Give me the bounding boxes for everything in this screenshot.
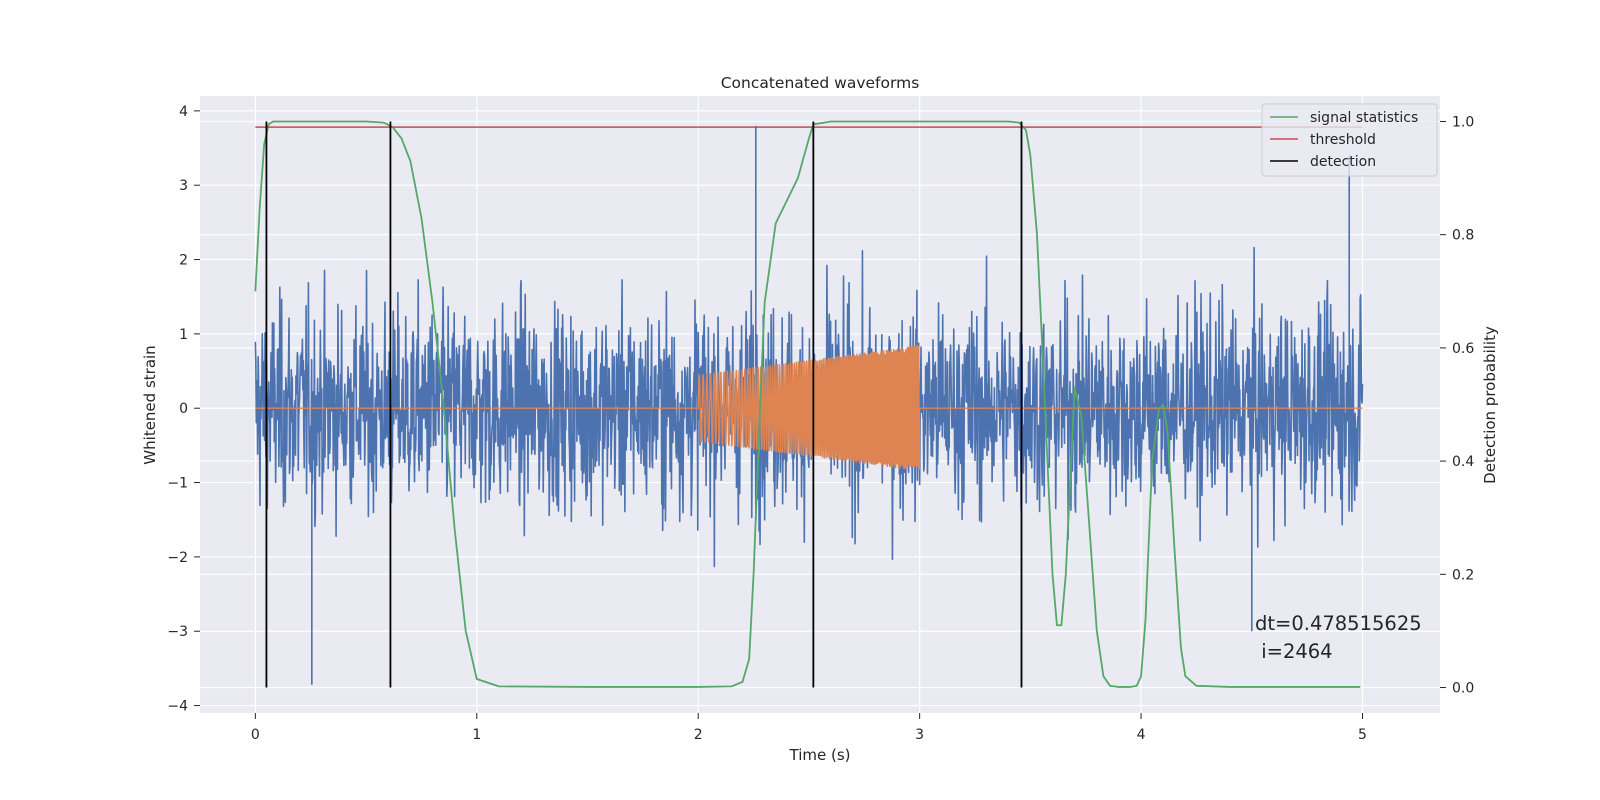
- legend-label-signal-statistics: signal statistics: [1310, 110, 1418, 126]
- legend-box: [1261, 103, 1438, 177]
- x-tick-label: 5: [1358, 727, 1367, 743]
- injected-signal-line: [255, 345, 1363, 470]
- strain-noise-series: [254, 125, 1364, 685]
- strain-noise-line: [254, 125, 1364, 685]
- x-tick-label: 1: [472, 727, 481, 743]
- probability-series: [254, 120, 1363, 688]
- annotation-i: i=2464: [1255, 640, 1333, 663]
- x-axis-ticks: 0 1 2 3 4 5: [251, 713, 1367, 743]
- y-axis-label-right: Detection probability: [1481, 326, 1499, 484]
- injected-signal-series: [255, 345, 1363, 470]
- x-tick-label: 2: [694, 727, 703, 743]
- y-tick-label-left: −4: [167, 699, 188, 715]
- annotation-dt: dt=0.478515625: [1255, 612, 1422, 635]
- y-tick-label-right: 0.4: [1452, 454, 1474, 470]
- y-tick-label-right: 0.8: [1452, 228, 1474, 244]
- right-axis-ticks: 0.0 0.2 0.4 0.6 0.8 1.0: [1440, 114, 1474, 697]
- y-tick-label-right: 1.0: [1452, 114, 1474, 130]
- x-tick-label: 0: [251, 727, 260, 743]
- y-tick-label-left: 1: [179, 327, 188, 343]
- y-tick-label-right: 0.6: [1452, 341, 1474, 357]
- x-tick-label: 4: [1137, 727, 1146, 743]
- y-tick-label-left: 3: [179, 178, 188, 194]
- left-axis-ticks: −4 −3 −2 −1 0 1 2 3 4: [167, 104, 200, 715]
- x-axis-label: Time (s): [789, 746, 851, 764]
- y-tick-label-right: 0.2: [1452, 567, 1474, 583]
- y-axis-label-left: Whitened strain: [141, 345, 159, 464]
- chart-title: Concatenated waveforms: [721, 74, 920, 92]
- legend-label-detection: detection: [1310, 154, 1376, 170]
- y-tick-label-left: −1: [167, 476, 188, 492]
- y-tick-label-left: 0: [179, 401, 188, 417]
- y-tick-label-left: −3: [167, 624, 188, 640]
- y-tick-label-left: −2: [167, 550, 188, 566]
- x-tick-label: 3: [915, 727, 924, 743]
- y-tick-label-right: 0.0: [1452, 681, 1474, 697]
- y-tick-label-left: 4: [179, 104, 188, 120]
- y-tick-label-left: 2: [179, 253, 188, 269]
- legend-label-threshold: threshold: [1310, 132, 1376, 148]
- legend: signal statistics threshold detection: [1261, 103, 1438, 177]
